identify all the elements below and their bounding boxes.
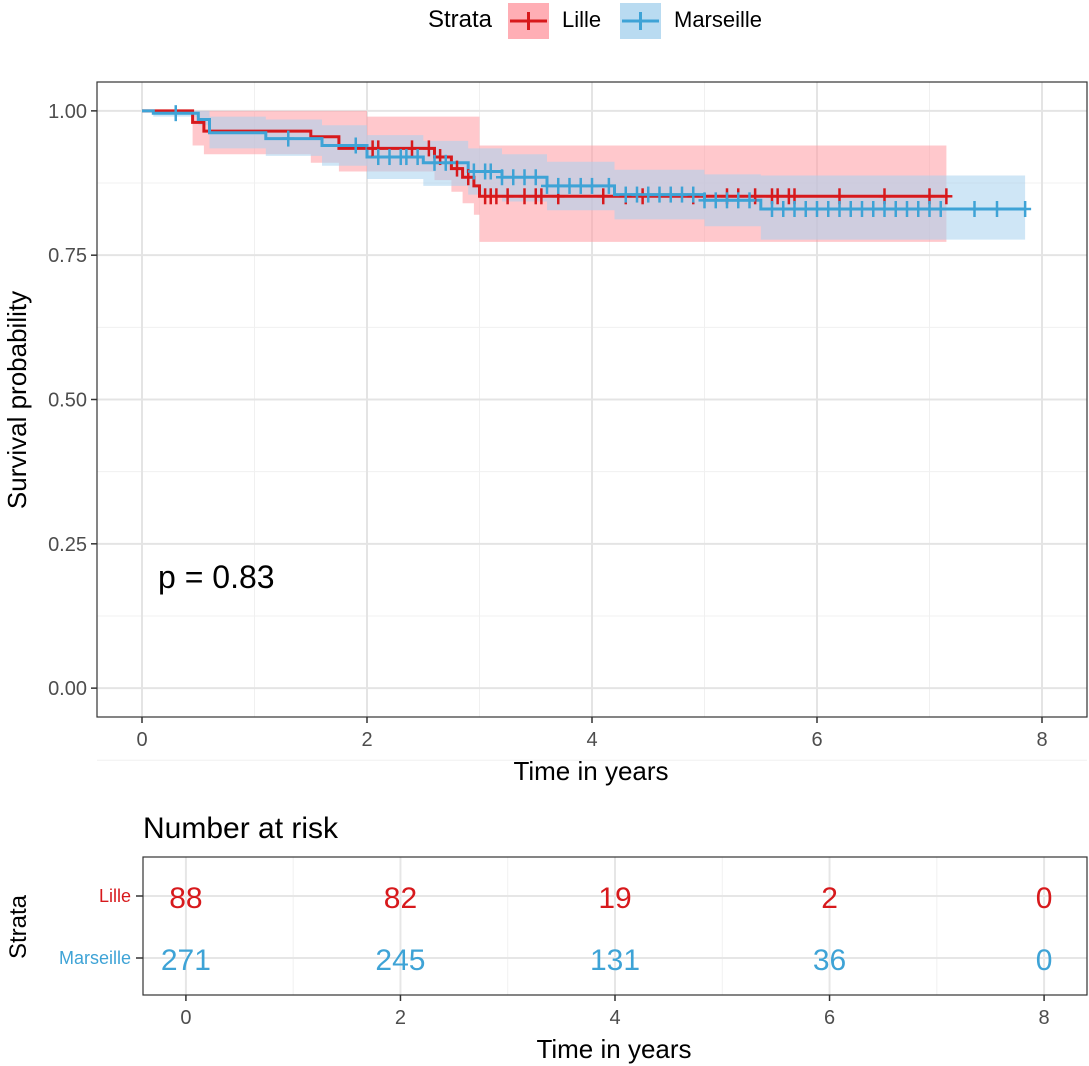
- y-axis-label: Survival probability: [2, 291, 32, 509]
- legend-item-lille: Lille: [508, 3, 601, 39]
- legend-item-marseille: Marseille: [620, 3, 762, 39]
- x-tick-label: 8: [1036, 729, 1047, 751]
- risk-row-label-marseille: Marseille: [59, 948, 131, 968]
- risk-table-axes: Lille Marseille 0 2 4 6 8: [59, 886, 1050, 1029]
- risk-x-tick-label: 4: [609, 1007, 620, 1029]
- risk-cell-lille: 82: [384, 882, 417, 915]
- y-tick-label: 1.00: [48, 101, 87, 123]
- risk-x-tick-label: 8: [1039, 1007, 1050, 1029]
- y-tick-label: 0.25: [48, 534, 87, 556]
- risk-cell-marseille: 0: [1036, 944, 1053, 977]
- risk-row-label-lille: Lille: [99, 886, 131, 906]
- x-tick-label: 6: [811, 729, 822, 751]
- risk-cell-lille: 88: [169, 882, 202, 915]
- risk-x-tick-label: 0: [180, 1007, 191, 1029]
- risk-cell-lille: 0: [1036, 882, 1053, 915]
- x-axis-label: Time in years: [513, 756, 668, 786]
- y-tick-label: 0.00: [48, 678, 87, 700]
- risk-table-grid: [143, 857, 1087, 995]
- risk-cell-marseille: 36: [813, 944, 846, 977]
- confidence-bands: [153, 110, 1026, 242]
- legend-label-lille: Lille: [562, 7, 601, 32]
- legend-title: Strata: [428, 6, 493, 33]
- risk-table-y-label: Strata: [5, 894, 32, 959]
- x-tick-label: 0: [136, 729, 147, 751]
- survival-plot: 0.00 0.25 0.50 0.75 1.00 0 2 4 6 8 p = 0.83 Time …: [2, 81, 1088, 786]
- y-tick-label: 0.50: [48, 390, 87, 412]
- x-tick-label: 4: [586, 729, 597, 751]
- legend: Strata Lille Marseille: [428, 3, 762, 39]
- p-value-annotation: p = 0.83: [158, 559, 275, 595]
- risk-x-tick-label: 6: [824, 1007, 835, 1029]
- risk-cell-lille: 19: [598, 882, 631, 915]
- y-tick-label: 0.75: [48, 245, 87, 267]
- confidence-band-marseille: [153, 110, 1026, 240]
- censor-marks: [169, 105, 1032, 217]
- risk-x-tick-label: 2: [395, 1007, 406, 1029]
- risk-cell-marseille: 271: [161, 944, 211, 977]
- main-axes: 0.00 0.25 0.50 0.75 1.00 0 2 4 6 8: [48, 101, 1048, 751]
- x-tick-label: 2: [361, 729, 372, 751]
- risk-cell-marseille: 131: [590, 944, 640, 977]
- risk-table-title: Number at risk: [143, 812, 339, 845]
- survival-curve-lille: [142, 109, 947, 198]
- legend-label-marseille: Marseille: [674, 7, 762, 32]
- risk-table-body: 88 82 19 2 0 271 245 131 36 0: [161, 882, 1053, 977]
- risk-cell-marseille: 245: [375, 944, 425, 977]
- risk-table-x-label: Time in years: [536, 1034, 691, 1064]
- risk-cell-lille: 2: [821, 882, 838, 915]
